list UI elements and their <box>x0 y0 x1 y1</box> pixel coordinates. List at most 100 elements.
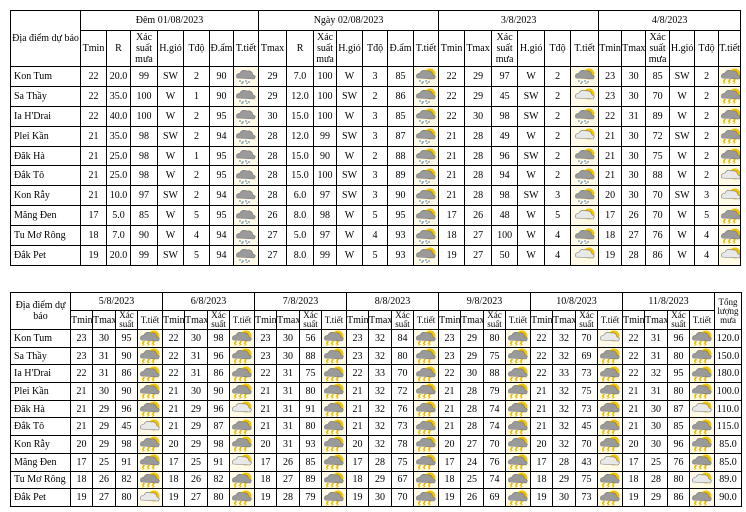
value-cell: 4 <box>694 245 720 266</box>
table-row: Đăk Hà 21 25.0 98 W 1 95 28 15.0 90 W 2 88 21 28 96 SW 2 2… <box>10 145 742 167</box>
value-cell: 90 <box>387 185 415 207</box>
value-cell: 22 <box>80 66 107 87</box>
header-tmin: Tmin <box>254 310 277 330</box>
value-cell: 79 <box>483 382 506 401</box>
value-cell: 21 <box>346 417 369 437</box>
value-cell: 85 <box>130 205 158 227</box>
value-cell: 2 <box>544 85 572 107</box>
value-cell: 18 <box>70 470 93 490</box>
value-cell: 49 <box>491 125 519 147</box>
total-rainfall: 120.0 <box>714 329 742 348</box>
value-cell: 67 <box>391 470 414 490</box>
value-cell: 74 <box>483 470 506 490</box>
value-cell: 25 <box>460 470 484 490</box>
value-cell: 2 <box>694 125 720 147</box>
value-cell: 30 <box>621 66 647 87</box>
thunderstorm-icon <box>505 470 531 490</box>
value-cell: 2 <box>694 105 720 127</box>
rain-icon <box>232 85 260 107</box>
header-x-c-su-t-m-a: Xác suất mưa <box>645 30 671 67</box>
value-cell: SW <box>517 105 546 127</box>
value-cell: 28 <box>552 452 576 472</box>
location-name: Sa Thầy <box>10 346 71 366</box>
value-cell: 22 <box>80 85 107 107</box>
header-t-: Tđộ <box>183 30 210 67</box>
value-cell: SW <box>669 66 696 87</box>
value-cell: 27 <box>464 245 493 266</box>
value-cell: 22 <box>254 364 277 384</box>
value-cell: 91 <box>299 399 322 419</box>
total-rainfall: 115.0 <box>714 417 742 437</box>
value-cell: 2 <box>183 165 210 187</box>
value-cell: 30 <box>552 488 576 507</box>
date-group-header: Đêm 01/08/2023 <box>79 10 260 31</box>
value-cell: 91 <box>115 452 138 472</box>
value-cell: W <box>157 205 184 227</box>
value-cell: 31 <box>92 364 116 384</box>
value-cell: 21 <box>622 399 645 419</box>
header-tmax: Tmax <box>184 310 208 330</box>
thunderstorm-icon <box>505 382 531 401</box>
value-cell: 30 <box>644 399 668 419</box>
value-cell: 70 <box>391 488 414 507</box>
rain-icon <box>232 105 260 127</box>
table-row: Sa Thầy 22 35.0 100 W 1 90 29 12.0 100 SW 2 86 22 29 45… <box>10 85 742 107</box>
value-cell: 27 <box>258 245 288 266</box>
location-name: Sa Thầy <box>10 85 81 107</box>
value-cell: W <box>336 245 364 266</box>
total-rainfall: 90.0 <box>714 488 742 507</box>
location-name: Đắk Pet <box>10 245 81 266</box>
value-cell: 75 <box>483 346 506 366</box>
value-cell: 21 <box>70 399 93 419</box>
value-cell: 48 <box>491 205 519 227</box>
value-cell: 17 <box>254 452 277 472</box>
value-cell: 80 <box>299 417 322 437</box>
value-cell: 29 <box>644 488 668 507</box>
value-cell: 96 <box>667 435 690 454</box>
thunderstorm-icon <box>413 452 439 472</box>
value-cell: 21 <box>438 399 461 419</box>
value-cell: SW <box>517 185 546 207</box>
thunderstorm-icon <box>505 346 531 366</box>
value-cell: 31 <box>621 105 647 127</box>
header-tmax: Tmax <box>92 310 116 330</box>
thunderstorm-icon <box>413 435 439 454</box>
value-cell: 80 <box>483 329 506 348</box>
value-cell: 79 <box>299 488 322 507</box>
header-tmin: Tmin <box>162 310 185 330</box>
value-cell: 97 <box>130 185 158 207</box>
table-row: Kon Tum 23 30 95 22 30 98 23 30 56 23 32 84 23 29 80 22 3… <box>10 329 742 348</box>
value-cell: 25.0 <box>106 145 131 167</box>
value-cell: 22 <box>598 105 623 127</box>
thunderstorm-icon <box>321 417 347 437</box>
value-cell: 73 <box>575 488 598 507</box>
thunderstorm-icon <box>413 364 439 384</box>
value-cell: 30 <box>621 145 647 167</box>
value-cell: W <box>336 66 364 87</box>
value-cell: 30 <box>276 346 300 366</box>
header-tmax: Tmax <box>368 310 392 330</box>
thunderstorm-icon <box>321 329 347 348</box>
value-cell: 80 <box>667 346 690 366</box>
location-name: Măng Đen <box>10 452 71 472</box>
value-cell: 89 <box>299 470 322 490</box>
table-row: Đắk Tô 21 29 45 21 29 87 21 31 80 21 32 73 21 28 74 21 32… <box>10 417 742 437</box>
value-cell: 23 <box>254 329 277 348</box>
header-tmax: Tmax <box>460 310 484 330</box>
cloud-sun-rain-icon <box>413 205 440 227</box>
value-cell: 95 <box>115 329 138 348</box>
date-group-header: 7/8/2023 <box>254 292 347 311</box>
value-cell: 29 <box>258 66 288 87</box>
value-cell: 5 <box>694 205 720 227</box>
header-x-c-su-t-m-a: Xác suất mưa <box>491 30 519 67</box>
value-cell: 76 <box>667 452 690 472</box>
value-cell: 30 <box>368 488 392 507</box>
value-cell: 73 <box>575 364 598 384</box>
header-t-ti-t: T.tiết <box>718 30 742 67</box>
value-cell: 75 <box>299 364 322 384</box>
value-cell: 31 <box>644 382 668 401</box>
value-cell: 75 <box>391 452 414 472</box>
value-cell: 19 <box>254 488 277 507</box>
value-cell: 31 <box>644 329 668 348</box>
value-cell: 23 <box>70 346 93 366</box>
